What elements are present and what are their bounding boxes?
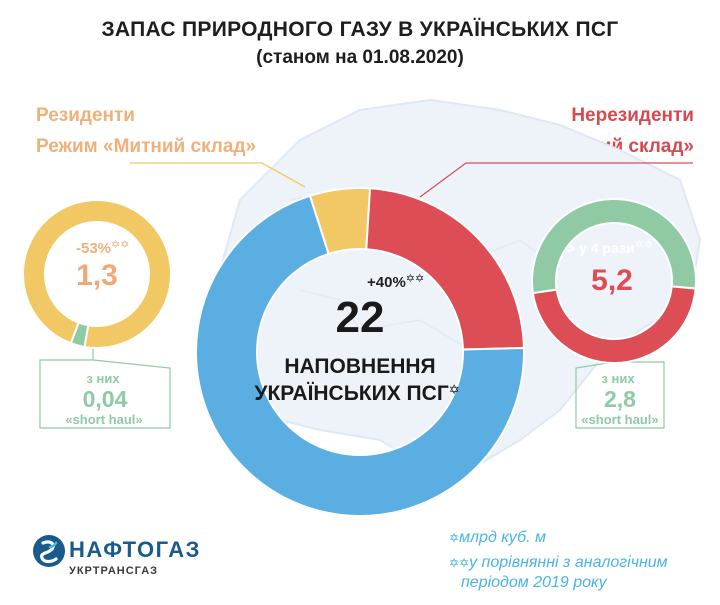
chart-subtitle: (станом на 01.08.2020) — [256, 47, 464, 68]
chart-title: ЗАПАС ПРИРОДНОГО ГАЗУ В УКРАЇНСЬКИХ ПСГ — [101, 18, 619, 41]
footnote-comparison: ✡✡у порівнянні з аналогічним періодом 20… — [449, 553, 668, 593]
residents-short-haul-name: «short haul» — [65, 412, 142, 427]
comparison-marker: ✡✡ — [111, 239, 129, 251]
nonresidents-sub-label: з них — [601, 371, 635, 386]
nonresidents-short-haul-name: «short haul» — [581, 412, 658, 427]
footnote-comparison-line2: періодом 2019 року — [461, 574, 607, 591]
footnote-unit: ✡млрд куб. м — [449, 529, 546, 547]
center-caption-line2: УКРАЇНСЬКИХ ПСГ✡ — [254, 382, 459, 405]
total-value-label: 22 — [336, 293, 385, 342]
nonresidents-value-label: 5,2 — [591, 264, 633, 297]
residents-label-line1: Резиденти — [36, 105, 135, 126]
footnote-comparison-line1: у порівнянні з аналогічним — [469, 554, 668, 571]
total-change-label: +40%✡✡ — [367, 273, 424, 291]
nonresidents-donut-slice-nonresidents-other — [531, 285, 697, 364]
nonresidents-label-line1: Нерезиденти — [571, 105, 694, 126]
residents-donut-slice-residents-other — [22, 199, 172, 349]
residents-short-haul-value: 0,04 — [83, 386, 128, 412]
total-donut-slice-ukrainian — [195, 194, 525, 517]
footnote-unit-text: млрд куб. м — [459, 529, 547, 546]
comparison-marker: ✡✡ — [635, 239, 653, 251]
naftogaz-logo-icon — [33, 535, 65, 567]
residents-connector — [130, 162, 306, 188]
left-short-haul-connector — [39, 340, 171, 429]
center-caption-line1: НАПОВНЕННЯ — [284, 355, 435, 378]
nonresidents-connector — [419, 162, 693, 198]
residents-sub-label: з них — [86, 371, 120, 386]
residents-change-label: -53%✡✡ — [76, 239, 129, 257]
unit-marker: ✡ — [449, 382, 460, 397]
brand-subname: УКРТРАНСГАЗ — [69, 565, 159, 577]
nonresidents-donut-slice-short-haul — [531, 198, 697, 295]
brand-name: НАФТОГАЗ — [69, 537, 201, 562]
unit-marker: ✡ — [449, 531, 460, 545]
residents-label: Резиденти Режим «Митний склад» — [36, 100, 256, 162]
comparison-marker: ✡✡ — [449, 556, 470, 570]
nonresidents-short-haul-value: 2,8 — [604, 386, 636, 412]
residents-value-label: 1,3 — [76, 259, 118, 292]
nonresidents-change-label: > у 4 рази✡✡ — [567, 239, 653, 256]
comparison-marker: ✡✡ — [406, 273, 424, 285]
residents-label-line2: Режим «Митний склад» — [36, 136, 257, 157]
